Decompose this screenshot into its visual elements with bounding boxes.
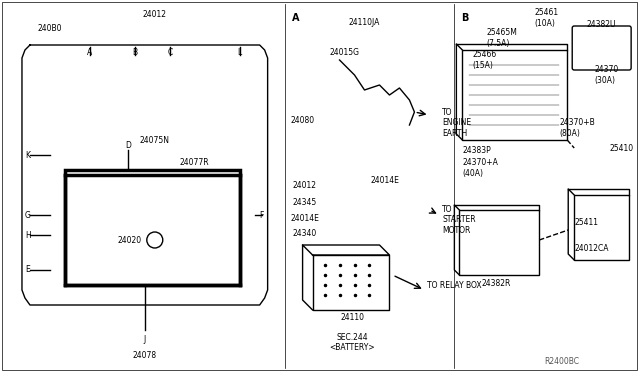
Text: H: H (25, 231, 31, 240)
Text: 24370+B
(80A): 24370+B (80A) (559, 118, 595, 138)
Text: 24110JA: 24110JA (349, 17, 380, 26)
Text: 25465M
(7.5A): 25465M (7.5A) (486, 28, 517, 48)
Text: B: B (132, 48, 138, 57)
Text: 24014E: 24014E (290, 214, 319, 222)
Bar (462, 50, 567, 140)
Text: 24382R: 24382R (482, 279, 511, 288)
Bar (460, 210, 540, 275)
Text: 24012: 24012 (292, 180, 317, 189)
Text: K: K (26, 151, 31, 160)
Text: F: F (259, 211, 264, 219)
Text: R2400BC: R2400BC (544, 357, 579, 366)
Text: 25411: 25411 (574, 218, 598, 227)
Text: 24370+A
(40A): 24370+A (40A) (462, 158, 499, 178)
Bar (574, 195, 629, 260)
Text: 24382U: 24382U (586, 19, 616, 29)
Text: 24345: 24345 (292, 198, 317, 206)
Text: TO RELAY BOX: TO RELAY BOX (428, 280, 482, 289)
Text: A: A (292, 13, 299, 23)
Text: TO
ENGINE
EARTH: TO ENGINE EARTH (442, 108, 472, 138)
Text: 24012CA: 24012CA (574, 244, 609, 253)
Text: 24014E: 24014E (370, 176, 399, 185)
Text: 240B0: 240B0 (38, 23, 62, 32)
Text: 24110: 24110 (340, 314, 365, 323)
Text: 24383P: 24383P (462, 145, 491, 154)
Bar (65, 170, 239, 285)
Text: SEC.244: SEC.244 (337, 334, 369, 343)
Text: J: J (143, 336, 146, 344)
Text: B: B (461, 13, 468, 23)
Text: TO
STARTER
MOTOR: TO STARTER MOTOR (442, 205, 476, 235)
Text: 24370
(30A): 24370 (30A) (594, 65, 618, 85)
Text: E: E (26, 266, 30, 275)
Text: L: L (237, 48, 242, 57)
Text: 24078: 24078 (132, 350, 157, 359)
Text: 24020: 24020 (118, 235, 142, 244)
Text: 24077R: 24077R (180, 157, 209, 167)
Text: 24015G: 24015G (330, 48, 360, 57)
Text: 24012: 24012 (143, 10, 167, 19)
Text: 24075N: 24075N (140, 135, 170, 144)
Text: D: D (125, 141, 131, 150)
Text: <BATTERY>: <BATTERY> (330, 343, 375, 353)
Text: G: G (25, 211, 31, 219)
Text: 25466
(15A): 25466 (15A) (472, 50, 497, 70)
Text: 24340: 24340 (292, 228, 317, 237)
Text: C: C (167, 48, 172, 57)
Text: 25461
(10A): 25461 (10A) (534, 8, 558, 28)
Text: 24080: 24080 (291, 115, 315, 125)
Text: A: A (87, 48, 93, 57)
Text: 25410: 25410 (609, 144, 634, 153)
